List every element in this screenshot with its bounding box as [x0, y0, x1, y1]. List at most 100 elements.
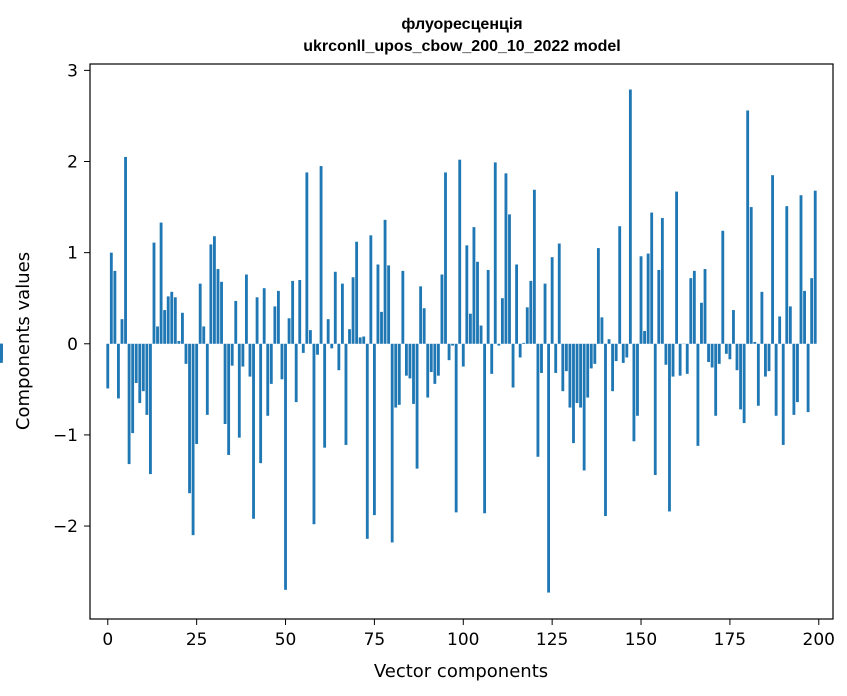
- bar: [636, 343, 639, 416]
- bar: [685, 343, 689, 374]
- bar: [305, 172, 309, 344]
- bar: [216, 269, 220, 344]
- bar: [557, 243, 561, 344]
- bar: [611, 343, 615, 392]
- bar: [191, 343, 195, 536]
- bar: [540, 343, 543, 373]
- bar: [223, 343, 227, 424]
- bar: [340, 283, 344, 344]
- bar: [756, 343, 760, 406]
- bar: [739, 343, 742, 410]
- bar: [771, 175, 774, 344]
- bar: [276, 290, 280, 344]
- bar: [298, 279, 302, 344]
- bar: [532, 189, 536, 344]
- bar: [593, 343, 597, 364]
- bar: [675, 191, 678, 344]
- bar: [671, 343, 675, 377]
- bar: [294, 343, 298, 403]
- bar: [806, 343, 810, 413]
- bar: [788, 306, 792, 344]
- bar: [621, 343, 625, 363]
- y-axis-label: Components values: [13, 252, 34, 430]
- bar: [273, 306, 277, 344]
- bar: [152, 242, 156, 344]
- bar: [213, 236, 216, 344]
- bar: [351, 277, 355, 344]
- bar: [568, 343, 572, 408]
- bar: [692, 270, 696, 344]
- bar: [547, 343, 551, 593]
- bar: [468, 313, 472, 344]
- bar: [358, 337, 362, 344]
- bar: [138, 343, 142, 404]
- bar: [717, 343, 721, 364]
- bar: [628, 89, 632, 344]
- bar: [511, 343, 515, 388]
- y-tick-label: −1: [53, 426, 78, 446]
- bar: [266, 343, 270, 416]
- bar: [678, 343, 682, 376]
- y-tick-label: 0: [67, 335, 78, 355]
- bar: [262, 288, 266, 344]
- bar: [163, 310, 167, 344]
- bar: [415, 343, 419, 469]
- bar: [643, 331, 646, 344]
- bar: [650, 212, 654, 344]
- bar: [710, 343, 714, 368]
- bar: [724, 343, 728, 354]
- bar: [401, 270, 405, 344]
- bar: [604, 343, 607, 517]
- bar: [479, 325, 483, 344]
- chart-title: флуоресценція: [401, 16, 522, 33]
- bar: [344, 343, 348, 445]
- bar: [120, 319, 124, 344]
- bar: [504, 173, 508, 344]
- bar: [408, 343, 412, 379]
- y-tick-label: 3: [67, 61, 78, 81]
- bar: [252, 343, 255, 519]
- bar: [778, 316, 782, 344]
- bar: [440, 274, 444, 344]
- x-tick-label: 100: [447, 630, 479, 650]
- bar: [237, 343, 241, 438]
- bar: [308, 330, 312, 344]
- bar: [632, 343, 636, 442]
- bar: [447, 343, 451, 361]
- bar: [461, 343, 465, 367]
- bar: [803, 290, 806, 344]
- bar: [394, 343, 398, 408]
- bar: [646, 253, 650, 344]
- bar: [454, 343, 458, 513]
- bar: [746, 110, 750, 344]
- bar: [131, 343, 135, 434]
- bar: [543, 283, 547, 344]
- bar: [483, 343, 487, 514]
- bar: [248, 343, 252, 377]
- bar: [412, 343, 415, 404]
- bar: [195, 343, 199, 445]
- bar: [728, 343, 732, 360]
- bar: [106, 343, 110, 389]
- bar: [291, 280, 295, 344]
- bar: [796, 343, 799, 403]
- bar: [245, 274, 248, 344]
- bar: [323, 343, 327, 448]
- bar: [330, 343, 334, 349]
- bar: [493, 162, 497, 344]
- x-tick-label: 125: [536, 630, 568, 650]
- x-tick-label: 175: [714, 630, 746, 650]
- bar: [586, 343, 590, 398]
- bar: [280, 343, 284, 380]
- x-tick-label: 25: [186, 630, 208, 650]
- bar: [529, 280, 533, 344]
- bar: [472, 227, 476, 344]
- bar: [170, 291, 174, 344]
- bar: [458, 159, 462, 344]
- x-tick-label: 150: [625, 630, 657, 650]
- bar: [753, 341, 757, 344]
- bar: [707, 343, 710, 363]
- bar: [657, 269, 661, 344]
- bar: [113, 270, 117, 344]
